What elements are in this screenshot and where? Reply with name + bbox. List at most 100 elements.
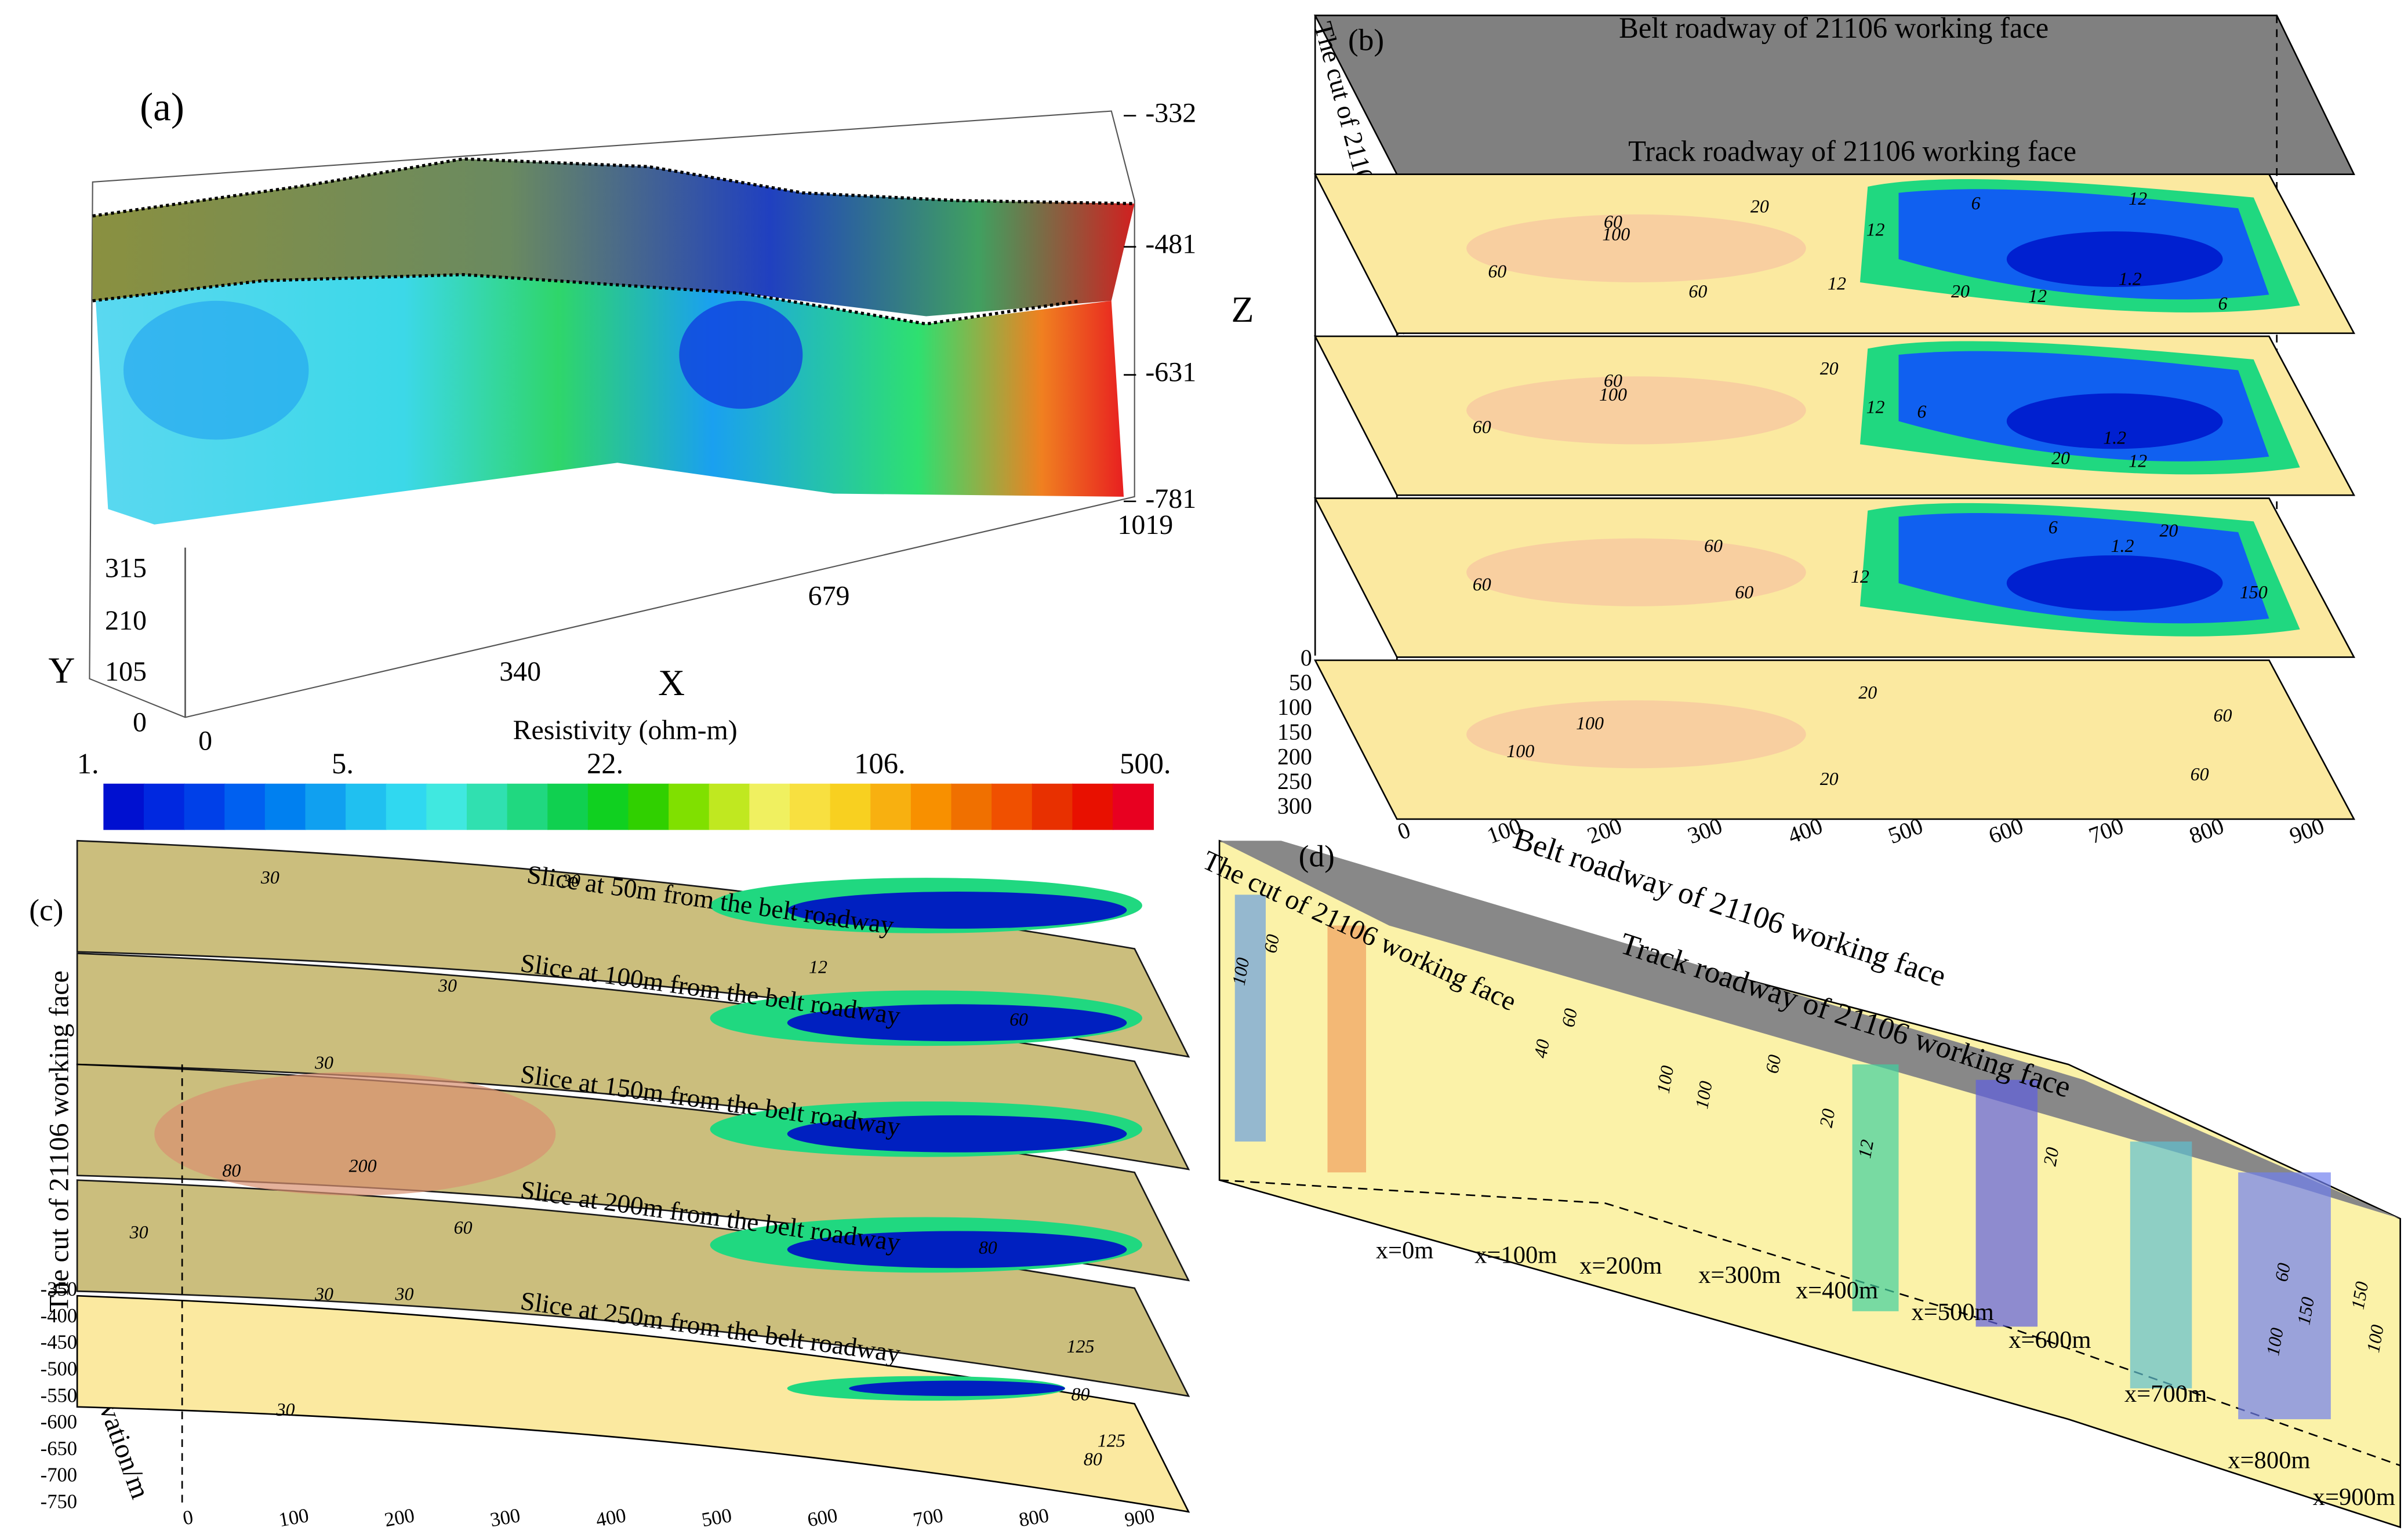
colorbar-title: Resistivity (ohm-m) — [513, 715, 738, 746]
y-tick-label: -700 — [41, 1464, 77, 1486]
y-tick-label: -500 — [41, 1358, 77, 1380]
side-label: The cut of 21106 working face — [43, 970, 74, 1312]
box — [89, 110, 1135, 718]
x-tick-label: 0 — [1394, 816, 1414, 845]
boundary — [92, 157, 1135, 218]
contour-label: 125 — [1098, 1430, 1125, 1450]
contour-label: 30 — [561, 870, 580, 890]
y-tick-label: 210 — [105, 605, 147, 636]
contour-label: 30 — [129, 1222, 148, 1242]
colorbar-cell — [386, 783, 427, 830]
contour-label: 20 — [1816, 1107, 1839, 1129]
high-zone — [1466, 700, 1806, 769]
x-mark-label: x=400m — [1796, 1277, 1878, 1304]
anomaly — [123, 300, 309, 440]
contour-label: 150 — [2240, 582, 2268, 602]
contour-label: 60 — [454, 1217, 473, 1238]
y-tick-label: 105 — [105, 656, 147, 687]
x-tick-label: 1019 — [1117, 510, 1173, 540]
y-tick-label: -400 — [41, 1305, 77, 1327]
contour-label: 12 — [2129, 188, 2147, 209]
colorbar-tick-label: 22. — [587, 747, 623, 780]
contour-label: 60 — [1558, 1007, 1581, 1029]
colorbar-tick-label: 1. — [77, 747, 99, 780]
x-tick-label: 900 — [1123, 1504, 1157, 1531]
y-tick-label: 0 — [1301, 645, 1312, 671]
x-tick-label: 400 — [594, 1504, 628, 1531]
belt-roadway — [1219, 841, 2400, 1219]
y-tick-label: -550 — [41, 1384, 77, 1406]
colorbar-cell — [264, 783, 306, 830]
contour-label: 60 — [1704, 536, 1723, 556]
contour-label: 40 — [1530, 1038, 1553, 1060]
contour-label: 12 — [1866, 397, 1885, 417]
contour-label: 20 — [2159, 520, 2178, 540]
contour-label: 80 — [979, 1238, 997, 1258]
section-strip — [1975, 1079, 2038, 1327]
contour-label: 20 — [1750, 197, 1769, 217]
low-zone — [2006, 231, 2223, 287]
section-strip — [1852, 1064, 1899, 1311]
colorbar-tick-label: 5. — [332, 747, 354, 780]
contour-label: 1.2 — [2119, 269, 2142, 289]
y-tick-label: 150 — [1277, 719, 1312, 745]
contour-label: 100 — [1653, 1064, 1678, 1095]
x-mark-label: x=300m — [1698, 1261, 1781, 1289]
colorbar-tick-label: 500. — [1120, 747, 1171, 780]
contour-label: 30 — [276, 1399, 295, 1420]
contour-label: 100 — [1229, 956, 1254, 987]
contour-label: 60 — [1473, 575, 1491, 595]
low-zone — [787, 1231, 1127, 1268]
y-tick-label: -600 — [41, 1411, 77, 1433]
belt-label: Belt roadway of 21106 working face — [1619, 12, 2049, 44]
x-tick-label: 200 — [383, 1504, 416, 1531]
contour-label: 60 — [1735, 582, 1753, 602]
y-tick-label: 0 — [133, 707, 147, 738]
colorbar-cell — [507, 783, 549, 830]
panel-a: (a) Z Y X -332 -481 -631 -781 0 340 679 1019 0 105 210… — [48, 84, 1254, 756]
contour-label: 20 — [1820, 358, 1839, 379]
colorbar-cell — [870, 783, 912, 830]
contour-label: 6 — [1971, 193, 1981, 213]
x-mark-label: x=700m — [2124, 1380, 2207, 1408]
contour-label: 100 — [1602, 224, 1630, 244]
colorbar-cell — [547, 783, 589, 830]
contour-label: 150 — [2293, 1296, 2318, 1326]
contour-label: 60 — [1260, 933, 1283, 955]
colorbar-cell — [1113, 783, 1154, 830]
x-tick-label: 300 — [488, 1504, 522, 1531]
x-mark-label: x=900m — [2313, 1484, 2395, 1511]
contour-label: 100 — [2262, 1326, 2287, 1357]
contour-label: 60 — [2271, 1261, 2294, 1284]
axis-label: X — [658, 662, 685, 703]
z-tick-label: -781 — [1145, 483, 1196, 514]
x-tick-label: 700 — [911, 1504, 945, 1531]
slice — [76, 1295, 1190, 1513]
panel-label: (d) — [1299, 839, 1335, 873]
colorbar-cell — [143, 783, 185, 830]
contour-label: 150 — [2348, 1280, 2373, 1311]
contour-label: 1.2 — [2103, 428, 2126, 448]
colorbar-cell — [587, 783, 629, 830]
contour-label: 60 — [1604, 212, 1622, 232]
high-zone — [1466, 214, 1806, 282]
panel-label: (b) — [1348, 23, 1384, 57]
panel-label: (a) — [140, 84, 184, 129]
axis-label: Z — [1232, 289, 1254, 330]
contour-label: 30 — [395, 1284, 414, 1304]
colorbar-cell — [749, 783, 791, 830]
panel-label: (c) — [29, 893, 63, 928]
colorbar-cell — [467, 783, 508, 830]
y-tick-label: -750 — [41, 1490, 77, 1512]
contour-label: 60 — [2214, 706, 2232, 726]
high-zone — [1466, 538, 1806, 606]
contour-label: 60 — [1604, 370, 1622, 391]
contour-label: 12 — [2129, 451, 2147, 471]
contour-label: 60 — [1473, 417, 1491, 437]
x-tick-label: 600 — [806, 1504, 840, 1531]
contour-label: 60 — [1688, 281, 1707, 301]
colorbar-cell — [426, 783, 468, 830]
low-zone — [849, 1380, 1065, 1397]
anomaly — [679, 300, 803, 409]
contour-label: 100 — [1599, 384, 1627, 405]
